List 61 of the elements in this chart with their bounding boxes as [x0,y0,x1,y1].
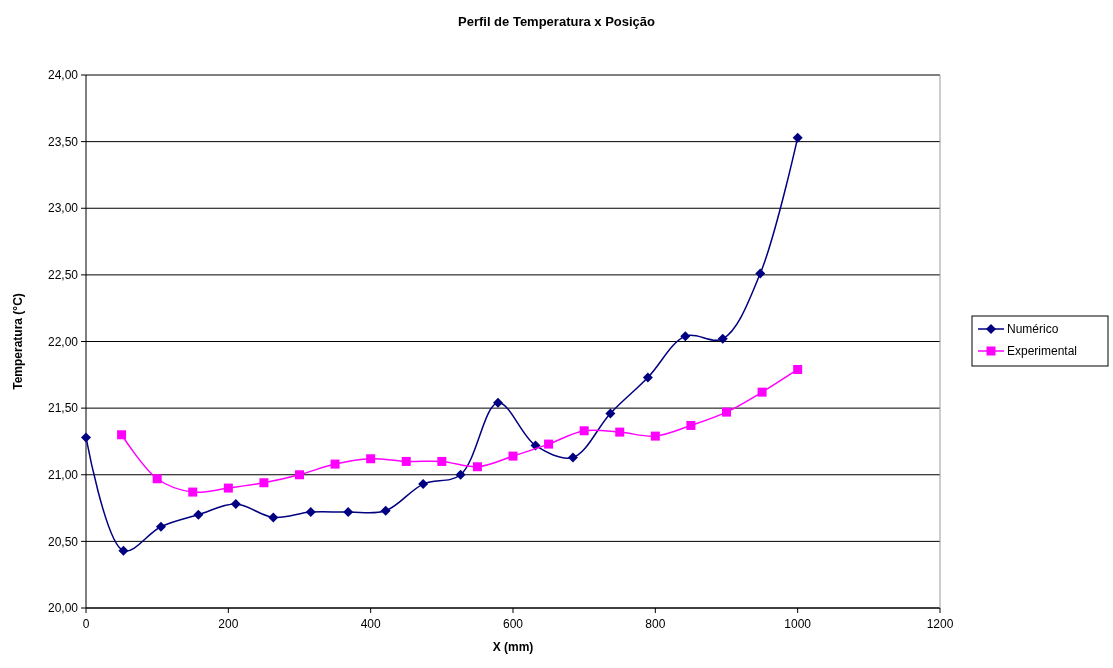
point [757,387,767,397]
y-axis-title: Temperatura (°C) [11,293,25,390]
chart-title: Perfil de Temperatura x Posição [458,14,656,29]
point [418,479,429,490]
y-tick-label: 20,00 [47,601,79,616]
point [343,507,354,518]
point [268,512,279,523]
point [642,372,653,383]
point [193,509,204,520]
point [330,459,340,469]
point [755,268,766,279]
point [605,408,616,419]
x-axis-title: X (mm) [492,640,534,654]
point [188,487,198,497]
point [230,499,241,510]
legend-label: Experimental [1007,344,1078,359]
y-tick-label: 22,50 [47,268,79,283]
point [579,426,589,436]
point [118,545,129,556]
point [259,478,269,488]
x-tick-label: 600 [502,617,524,631]
point [530,440,541,451]
point [680,331,691,342]
x-tick-label: 1200 [926,617,954,631]
point [567,452,578,463]
point [152,474,162,484]
x-tick-label: 0 [82,617,90,631]
point [223,483,233,493]
point [401,456,411,466]
x-tick-label: 200 [218,617,239,631]
x-tick-label: 1000 [784,617,812,631]
point [380,505,391,516]
point [366,454,376,464]
y-tick-label: 22,00 [47,334,79,349]
legend-label: Numérico [1007,322,1059,337]
point [686,420,696,430]
point [455,469,466,480]
point [615,427,625,437]
y-tick-label: 21,00 [47,467,79,482]
point [722,407,731,417]
point [305,507,316,518]
x-tick-label: 800 [645,617,666,631]
point [295,470,304,480]
point [508,451,518,461]
y-tick-label: 21,50 [47,401,79,416]
y-tick-label: 23,00 [47,201,79,216]
point [437,456,447,466]
point [472,462,482,472]
point [155,521,166,532]
point [492,397,503,408]
point [650,431,660,441]
point [717,333,728,344]
x-tick-label: 400 [360,617,381,631]
point [792,132,803,143]
y-tick-label: 24,00 [47,68,79,83]
point [81,432,91,443]
point [544,439,554,449]
point [793,364,803,374]
y-tick-label: 20,50 [47,534,79,549]
point [117,430,127,440]
y-tick-label: 23,50 [47,134,79,149]
